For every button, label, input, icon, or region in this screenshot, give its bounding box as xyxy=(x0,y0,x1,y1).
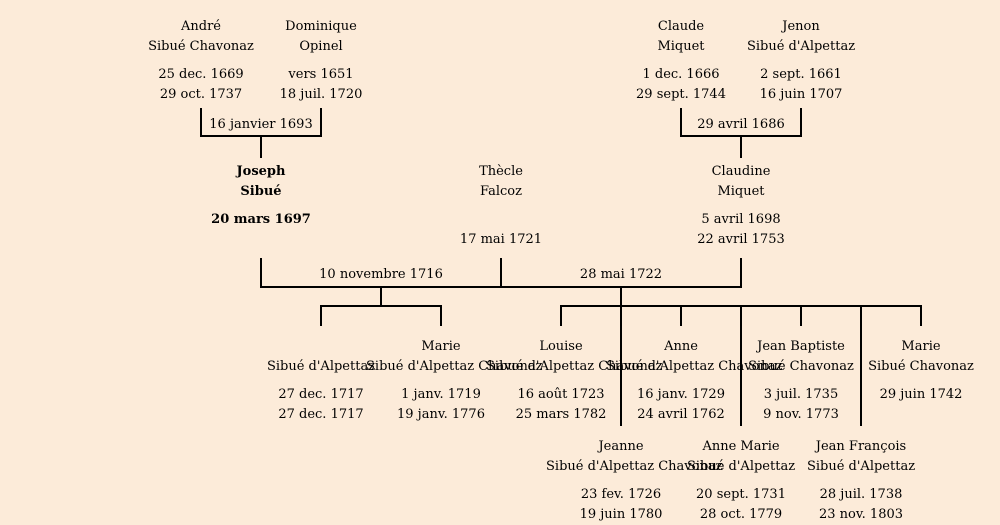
death-date: 22 avril 1753 xyxy=(697,232,785,247)
birth-date: 29 juin 1742 xyxy=(879,387,963,402)
given-name: Dominique xyxy=(285,19,357,34)
birth-date: 27 dec. 1717 xyxy=(278,387,364,402)
surname: Sibué d'Alpettaz Chavonaz xyxy=(486,359,663,374)
death-date: 16 juin 1707 xyxy=(759,87,843,102)
death-date: 19 juin 1780 xyxy=(579,507,663,522)
given-name: Marie xyxy=(421,339,461,354)
given-name: Louise xyxy=(539,339,583,354)
given-name: Claudine xyxy=(711,164,771,179)
surname: Opinel xyxy=(299,39,343,54)
death-date: 28 oct. 1779 xyxy=(699,507,783,522)
birth-date xyxy=(426,210,576,230)
death-date: 9 nov. 1773 xyxy=(763,407,839,422)
surname: Miquet xyxy=(717,184,765,199)
marriage-date-joseph-claudine: 28 mai 1722 xyxy=(579,267,663,282)
person-annemarie[interactable]: Anne Marie Sibué d'Alpettaz 20 sept. 173… xyxy=(666,437,816,525)
birth-date: 2 sept. 1661 xyxy=(760,67,842,82)
given-name: Anne xyxy=(664,339,698,354)
person-claudine[interactable]: Claudine Miquet 5 avril 1698 22 avril 17… xyxy=(666,162,816,250)
surname: Sibué d'Alpettaz Chavonaz xyxy=(366,359,543,374)
birth-date: 1 janv. 1719 xyxy=(401,387,481,402)
surname: Falcoz xyxy=(479,184,522,199)
given-name: Anne Marie xyxy=(702,439,780,454)
person-jenon[interactable]: Jenon Sibué d'Alpettaz 2 sept. 1661 16 j… xyxy=(726,17,876,105)
person-marie2[interactable]: Marie Sibué Chavonaz 29 juin 1742 xyxy=(846,337,996,425)
person-marie1[interactable]: Marie Sibué d'Alpettaz Chavonaz 1 janv. … xyxy=(366,337,543,425)
birth-date: 16 août 1723 xyxy=(517,387,605,402)
person-joseph[interactable]: Joseph Sibué 20 mars 1697 xyxy=(186,162,336,250)
person-louise[interactable]: Louise Sibué d'Alpettaz Chavonaz 16 août… xyxy=(486,337,663,425)
given-name: Jean François xyxy=(815,439,907,454)
birth-date: 3 juil. 1735 xyxy=(763,387,839,402)
death-date: 29 sept. 1744 xyxy=(636,87,726,102)
birth-date: vers 1651 xyxy=(288,67,354,82)
death-date xyxy=(186,230,336,250)
surname: Sibué d'Alpettaz xyxy=(686,459,796,474)
death-date: 19 janv. 1776 xyxy=(397,407,485,422)
marriage-date-claude-jenon: 29 avril 1686 xyxy=(697,117,785,132)
surname: Sibué d'Alpettaz xyxy=(746,39,856,54)
birth-date: 20 sept. 1731 xyxy=(696,487,786,502)
person-child1[interactable]: Sibué d'Alpettaz 27 dec. 1717 27 dec. 17… xyxy=(246,337,396,425)
surname: Sibué Chavonaz xyxy=(148,39,254,54)
marriage-date-joseph-thecle: 10 novembre 1716 xyxy=(319,267,443,282)
given-name: Jean Baptiste xyxy=(757,339,845,354)
person-andre[interactable]: André Sibué Chavonaz 25 dec. 1669 29 oct… xyxy=(126,17,276,105)
surname: Sibué xyxy=(240,184,282,199)
given-name: Joseph xyxy=(236,164,286,179)
given-name: Claude xyxy=(657,19,705,34)
marriage-date-andre-dominique: 16 janvier 1693 xyxy=(209,117,313,132)
birth-date: 23 fev. 1726 xyxy=(580,487,662,502)
person-dominique[interactable]: Dominique Opinel vers 1651 18 juil. 1720 xyxy=(246,17,396,105)
given-name: Marie xyxy=(901,339,941,354)
given-name: André xyxy=(181,19,221,34)
death-date: 29 oct. 1737 xyxy=(159,87,243,102)
birth-date: 16 janv. 1729 xyxy=(637,387,725,402)
surname: Sibué d'Alpettaz xyxy=(806,459,916,474)
surname: Sibué Chavonaz xyxy=(868,359,974,374)
given-name: Thècle xyxy=(479,164,523,179)
death-date: 27 dec. 1717 xyxy=(278,407,364,422)
birth-date: 5 avril 1698 xyxy=(701,212,781,227)
death-date: 17 mai 1721 xyxy=(459,232,543,247)
surname: Sibué Chavonaz xyxy=(748,359,854,374)
given-name: Jenon xyxy=(782,19,820,34)
birth-date: 1 dec. 1666 xyxy=(642,67,720,82)
person-anne[interactable]: Anne Sibué d'Alpettaz Chavonaz 16 janv. … xyxy=(606,337,783,425)
death-date: 25 mars 1782 xyxy=(515,407,607,422)
birth-date: 25 dec. 1669 xyxy=(158,67,244,82)
death-date: 23 nov. 1803 xyxy=(818,507,904,522)
birth-date: 28 juil. 1738 xyxy=(819,487,903,502)
surname: Sibué d'Alpettaz xyxy=(266,359,376,374)
person-jeanfrancois[interactable]: Jean François Sibué d'Alpettaz 28 juil. … xyxy=(786,437,936,525)
person-claude[interactable]: Claude Miquet 1 dec. 1666 29 sept. 1744 xyxy=(606,17,756,105)
surname: Miquet xyxy=(657,39,705,54)
person-thecle[interactable]: Thècle Falcoz 17 mai 1721 xyxy=(426,162,576,250)
surname: Sibué d'Alpettaz Chavonaz xyxy=(546,459,723,474)
death-date: 24 avril 1762 xyxy=(637,407,725,422)
death-date: 18 juil. 1720 xyxy=(279,87,363,102)
given-name: Jeanne xyxy=(598,439,644,454)
birth-date: 20 mars 1697 xyxy=(211,212,311,227)
person-jeanne[interactable]: Jeanne Sibué d'Alpettaz Chavonaz 23 fev.… xyxy=(546,437,723,525)
person-jeanbaptiste[interactable]: Jean Baptiste Sibué Chavonaz 3 juil. 173… xyxy=(726,337,876,425)
death-date xyxy=(846,405,996,425)
surname: Sibué d'Alpettaz Chavonaz xyxy=(606,359,783,374)
